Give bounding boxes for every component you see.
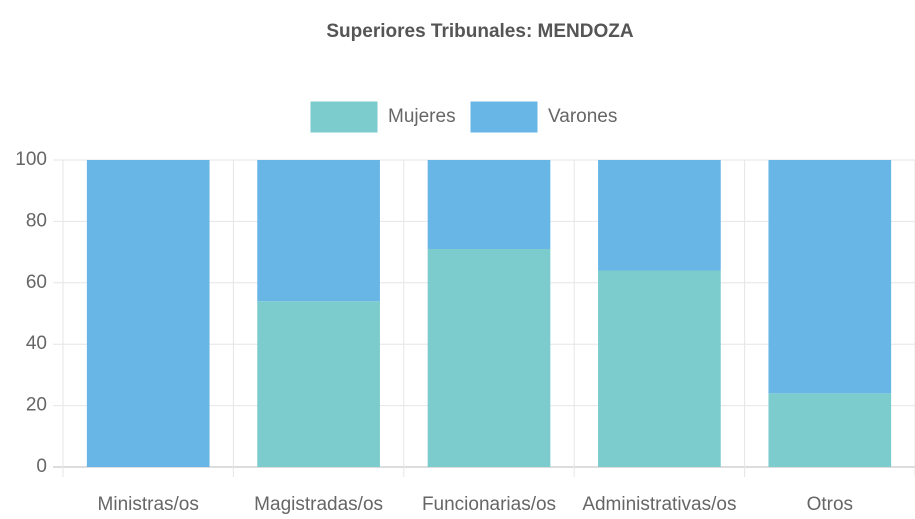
bar xyxy=(427,160,551,250)
bar xyxy=(768,393,892,467)
chart-title: Superiores Tribunales: MENDOZA xyxy=(326,21,633,42)
bar xyxy=(768,160,892,394)
x-tick-label: Magistradas/os xyxy=(254,494,383,515)
legend-label: Varones xyxy=(548,106,617,127)
y-tick-label: 60 xyxy=(26,272,47,293)
bar xyxy=(257,160,380,302)
y-tick-label: 40 xyxy=(26,333,47,354)
y-tick-label: 0 xyxy=(36,456,47,477)
legend-swatch xyxy=(469,100,539,134)
bar xyxy=(257,301,380,467)
bar xyxy=(86,160,210,467)
x-tick-label: Administrativas/os xyxy=(582,494,736,515)
legend-swatch xyxy=(309,100,379,134)
bar xyxy=(598,270,721,467)
y-tick-label: 20 xyxy=(26,395,47,416)
legend-label: Mujeres xyxy=(388,106,456,127)
x-tick-label: Otros xyxy=(807,494,853,515)
y-tick-label: 100 xyxy=(15,149,47,170)
bar xyxy=(427,249,551,467)
x-tick-label: Funcionarias/os xyxy=(422,494,556,515)
y-tick-label: 80 xyxy=(26,210,47,231)
x-tick-label: Ministras/os xyxy=(98,494,199,515)
bar xyxy=(598,160,721,271)
